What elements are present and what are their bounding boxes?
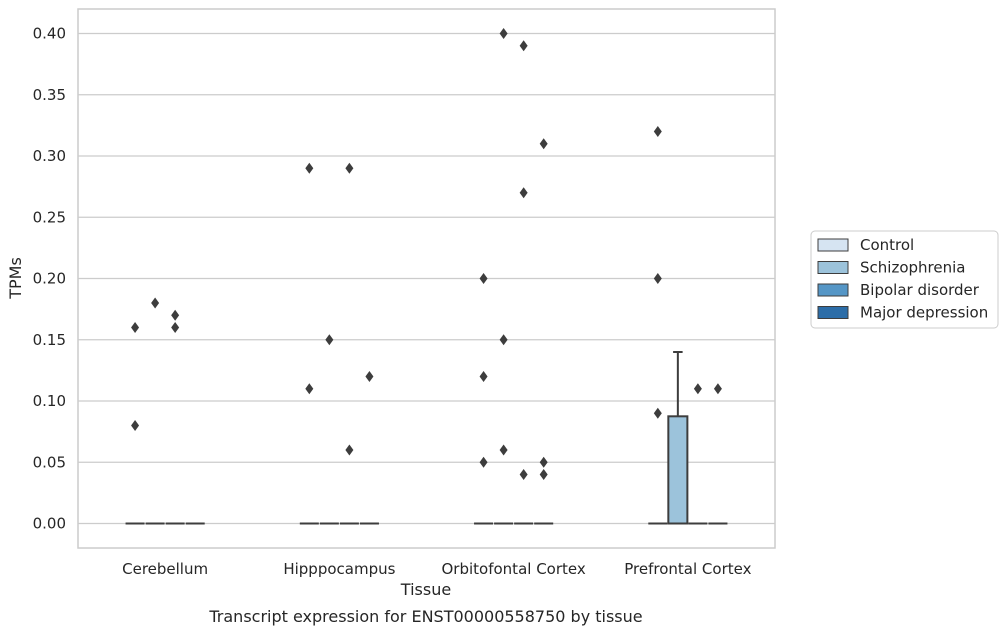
y-tick-label: 0.40: [33, 25, 66, 43]
outlier-point: [345, 444, 354, 456]
y-tick-label: 0.20: [33, 270, 66, 288]
y-tick-label: 0.00: [33, 515, 66, 533]
outlier-point: [713, 383, 722, 395]
outlier-point: [305, 383, 314, 395]
outlier-point: [479, 456, 488, 468]
outlier-point: [171, 309, 180, 321]
y-axis-label: TPMs: [6, 257, 25, 300]
legend: Control Schizophrenia Bipolar disorder Majo…: [810, 230, 999, 329]
legend-frame: [810, 230, 999, 329]
y-tick-label: 0.10: [33, 392, 66, 410]
outlier-point: [305, 162, 314, 174]
legend-swatch: [817, 261, 849, 274]
legend-label: Control: [860, 236, 914, 254]
outliers-layer: [131, 28, 722, 480]
outlier-point: [479, 273, 488, 284]
outlier-point: [131, 420, 140, 431]
y-tick-label: 0.35: [33, 86, 66, 104]
box: [667, 415, 689, 525]
outlier-point: [499, 28, 508, 39]
x-tick-label: Cerebellum: [122, 560, 208, 578]
outlier-point: [479, 371, 488, 382]
outlier-point: [345, 162, 354, 174]
x-tick-label: Orbitofontal Cortex: [442, 560, 586, 578]
outlier-point: [499, 444, 508, 456]
chart-caption: Transcript expression for ENST0000055875…: [208, 607, 642, 626]
y-tick-label: 0.25: [33, 208, 66, 226]
plot-frame: [77, 8, 776, 549]
outlier-point: [171, 322, 180, 333]
outlier-point: [325, 334, 334, 346]
outlier-point: [519, 187, 528, 199]
x-tick-label: Hipppocampus: [283, 560, 395, 578]
outlier-point: [539, 138, 548, 150]
y-tick-label: 0.15: [33, 331, 66, 349]
y-tick-label: 0.30: [33, 147, 66, 165]
outlier-point: [653, 126, 662, 137]
legend-swatch: [817, 306, 849, 319]
legend-swatch: [817, 238, 849, 252]
legend-swatch: [817, 283, 849, 297]
outlier-point: [519, 40, 528, 52]
outlier-point: [151, 297, 160, 309]
outlier-point: [539, 469, 548, 480]
x-axis-label: Tissue: [400, 580, 451, 599]
outlier-point: [131, 322, 140, 333]
outlier-point: [653, 273, 662, 284]
x-tick-label: Prefrontal Cortex: [624, 560, 751, 578]
x-tick-labels: Cerebellum Hipppocampus Orbitofontal Corte…: [122, 560, 751, 578]
outlier-point: [519, 469, 528, 480]
y-tick-label: 0.05: [33, 453, 66, 471]
legend-label: Schizophrenia: [860, 259, 965, 277]
outlier-point: [539, 456, 548, 468]
legend-label: Major depression: [860, 304, 988, 322]
legend-label: Bipolar disorder: [860, 281, 980, 299]
outlier-point: [365, 371, 374, 382]
outlier-point: [653, 407, 662, 419]
y-tick-labels: 0.00 0.05 0.10 0.15 0.20 0.25 0.30 0.35 0.40: [33, 25, 66, 533]
boxes-layer: [125, 351, 728, 525]
outlier-point: [693, 383, 702, 395]
outlier-point: [499, 334, 508, 346]
